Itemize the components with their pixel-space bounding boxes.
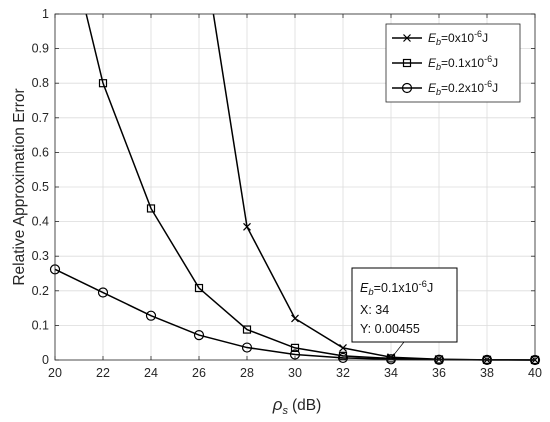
y-tick-label: 0.2 [32,284,49,298]
y-tick-label: 0 [42,353,49,367]
y-tick-label: 0.1 [32,318,49,332]
x-marker [339,343,347,352]
legend-item-1: Eb=0x10-6J [392,29,488,47]
legend-item-3: Eb=0.2x10-6J [392,79,498,97]
x-tick-label: 24 [144,366,158,380]
data-tip-y: Y: 0.00455 [360,322,420,336]
x-tick-label: 26 [192,366,206,380]
square-marker [290,343,300,352]
data-tip-pointer [390,341,405,359]
x-tick-label: 20 [48,366,62,380]
y-axis-label: Relative Approximation Error [11,88,28,285]
circle-marker [385,354,397,365]
legend-label: Eb=0x10-6J [428,29,488,47]
x-tick-label: 32 [336,366,350,380]
square-marker [242,325,252,334]
circle-marker [193,329,205,341]
x-tick-label: 40 [528,366,542,380]
data-tip-x: X: 34 [360,303,389,317]
legend-label: Eb=0.2x10-6J [428,79,498,97]
y-tick-label: 0.5 [32,180,49,194]
x-tick-label: 28 [240,366,254,380]
x-tick-label: 36 [432,366,446,380]
data-tip-box [351,267,458,343]
circle-marker [97,287,109,298]
x-marker [403,34,411,42]
y-tick-label: 1 [42,7,49,21]
y-tick-label: 0.9 [32,42,49,56]
x-marker-stroke [291,314,299,323]
x-tick-label: 22 [96,366,110,380]
square-marker [194,283,204,293]
axis-ticks: 20 22 24 26 28 30 32 34 36 38 40 0 0.1 0.2 0.3 0.4 0.5 0.… [32,7,542,380]
x-marker-stroke [403,34,411,42]
circle-marker [401,82,413,94]
data-tip-header: Eb=0.1x10-6J [360,279,433,298]
circle-marker [337,352,349,364]
y-tick-label: 0.7 [32,111,49,125]
y-tick-label: 0.8 [32,76,49,90]
circle-marker [145,310,157,321]
x-tick-label: 30 [288,366,302,380]
series-group [49,13,541,366]
x-tick-label: 34 [384,366,398,380]
square-marker [98,79,108,88]
x-marker [243,222,251,231]
x-axis-label: ρs (dB) [272,395,322,417]
x-marker-stroke [339,343,347,352]
x-axis-label-subscript: s [282,405,288,417]
legend-item-2: Eb=0.1x10-6J [392,54,498,72]
x-marker [291,314,299,323]
data-tip: Eb=0.1x10-6J X: 34 Y: 0.00455 [351,267,458,359]
legend-label: Eb=0.1x10-6J [428,54,498,72]
x-axis-label-symbol: ρ [272,395,283,414]
x-axis-label-unit: (dB) [292,397,321,414]
x-marker-stroke [243,222,251,231]
y-tick-label: 0.6 [32,145,49,159]
y-tick-label: 0.4 [32,215,49,229]
square-marker [402,58,412,68]
square-marker [146,204,156,213]
legend: Eb=0x10-6J Eb=0.1x10-6J Eb=0.2x10-6J [385,23,521,103]
y-tick-label: 0.3 [32,249,49,263]
x-tick-label: 38 [480,366,494,380]
circle-marker [241,342,253,353]
